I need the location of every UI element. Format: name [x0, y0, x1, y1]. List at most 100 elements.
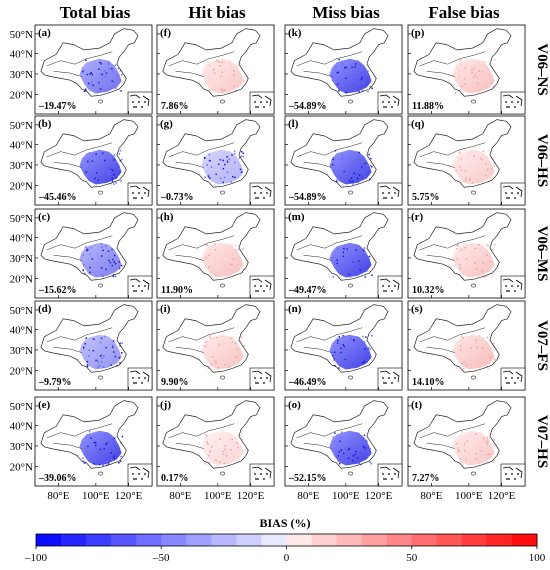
row-title-1: V06–HS — [534, 134, 550, 187]
colorbar-segment — [286, 534, 312, 546]
colorbar-segment — [386, 534, 413, 546]
y-tick-label: 20°N — [10, 180, 33, 192]
bias-speckles — [82, 59, 123, 93]
map-panel-o: (o) –52.15% 80°E 100°E 120°E — [284, 396, 403, 502]
colorbar-segment — [136, 534, 162, 546]
country-outline — [40, 28, 139, 97]
colorbar-tick-label: 50 — [406, 552, 418, 564]
map-panel-h: (h) 11.90% — [156, 208, 275, 299]
y-tick-label: 50°N — [10, 213, 33, 225]
map-panel-q: (q) 5.75% — [407, 115, 526, 206]
bias-field — [329, 334, 372, 370]
y-tick-label: 20°N — [10, 461, 33, 473]
colorbar-segment — [361, 534, 387, 546]
map-panel-b: (b) –45.46% 50°N 40°N 30°N 20°N — [10, 115, 153, 206]
map-panel-a: (a) –19.47% 50°N 40°N 30°N 20°N — [10, 24, 153, 115]
bias-field — [329, 430, 372, 466]
country-outline — [413, 400, 512, 469]
panel-label: (q) — [411, 118, 425, 130]
y-tick-label: 40°N — [10, 420, 33, 432]
panel-bias-value: –52.15% — [288, 473, 327, 484]
country-outline — [290, 212, 389, 281]
panel-label: (j) — [160, 399, 171, 411]
panel-bias-value: 9.90% — [161, 377, 189, 388]
column-title-2: Miss bias — [312, 3, 380, 22]
bias-speckles — [82, 243, 123, 278]
map-panel-s: (s) 14.10% — [407, 300, 526, 391]
panel-label: (k) — [288, 27, 302, 39]
colorbar-segment — [261, 534, 287, 546]
panel-label: (n) — [288, 303, 302, 315]
map-panel-d: (d) –9.79% 50°N 40°N 30°N 20°N — [10, 300, 153, 391]
panel-bias-value: –9.79% — [38, 377, 72, 388]
y-tick-label: 30°N — [10, 160, 33, 172]
bias-field — [329, 149, 372, 185]
bias-field — [452, 149, 495, 185]
panel-label: (b) — [38, 118, 52, 130]
bias-field — [452, 242, 495, 278]
bias-speckles — [203, 433, 244, 465]
bias-speckles — [332, 431, 373, 466]
row-title-3: V07–FS — [534, 320, 550, 371]
row-title-2: V06–MS — [534, 226, 550, 282]
colorbar-segment — [36, 534, 62, 546]
y-tick-label: 30°N — [10, 441, 33, 453]
x-tick-label: 100°E — [204, 490, 232, 502]
x-tick-label: 120°E — [115, 490, 143, 502]
country-outline — [413, 28, 512, 97]
bias-field — [201, 334, 244, 370]
panel-bias-value: 14.10% — [412, 377, 445, 388]
panel-bias-value: –15.62% — [38, 285, 77, 296]
south-china-sea-inset — [127, 182, 153, 206]
country-outline — [413, 119, 512, 188]
map-panel-g: (g) –0.73% — [156, 115, 275, 206]
colorbar-segment — [161, 534, 187, 546]
bias-field — [79, 242, 122, 278]
bias-field — [201, 58, 244, 94]
row-title-0: V06–NS — [534, 43, 550, 96]
country-outline — [162, 212, 261, 281]
x-tick-label: 100°E — [82, 490, 110, 502]
panel-label: (t) — [411, 399, 422, 411]
x-tick-label: 120°E — [488, 490, 516, 502]
panel-bias-value: 5.75% — [412, 192, 440, 203]
south-china-sea-inset — [127, 367, 153, 391]
colorbar-segment — [61, 534, 87, 546]
bias-field — [79, 58, 122, 94]
panel-label: (d) — [38, 303, 52, 315]
south-china-sea-inset — [127, 463, 153, 487]
column-title-1: Hit bias — [188, 3, 246, 22]
south-china-sea-inset — [500, 91, 526, 115]
panel-bias-value: 11.88% — [412, 101, 444, 112]
panel-bias-value: –54.89% — [288, 101, 327, 112]
bias-speckles — [203, 150, 245, 184]
colorbar-tick-label: 0 — [284, 552, 290, 564]
colorbar-tick-label: 100 — [529, 552, 546, 564]
country-outline — [413, 304, 512, 373]
south-china-sea-inset — [249, 91, 275, 115]
colorbar-tick-label: –50 — [152, 552, 170, 564]
y-tick-label: 20°N — [10, 365, 33, 377]
y-tick-label: 50°N — [10, 401, 33, 413]
country-outline — [162, 119, 261, 188]
country-outline — [40, 400, 139, 469]
map-panel-l: (l) –54.89% — [284, 115, 403, 206]
map-panel-f: (f) 7.86% — [156, 24, 275, 115]
bias-speckles — [332, 335, 373, 369]
map-panel-r: (r) 10.32% — [407, 208, 526, 299]
panel-label: (f) — [160, 27, 171, 39]
x-tick-label: 120°E — [237, 490, 265, 502]
south-china-sea-inset — [500, 463, 526, 487]
country-outline — [40, 212, 139, 281]
colorbar-segment — [211, 534, 237, 546]
country-outline — [290, 28, 389, 97]
panel-bias-value: –46.49% — [288, 377, 327, 388]
x-tick-label: 80°E — [169, 490, 191, 502]
colorbar-segment — [461, 534, 488, 546]
panel-label: (h) — [160, 211, 174, 223]
y-tick-label: 20°N — [10, 273, 33, 285]
map-panel-k: (k) –54.89% — [284, 24, 403, 115]
south-china-sea-inset — [377, 91, 403, 115]
colorbar-segment — [186, 534, 212, 546]
